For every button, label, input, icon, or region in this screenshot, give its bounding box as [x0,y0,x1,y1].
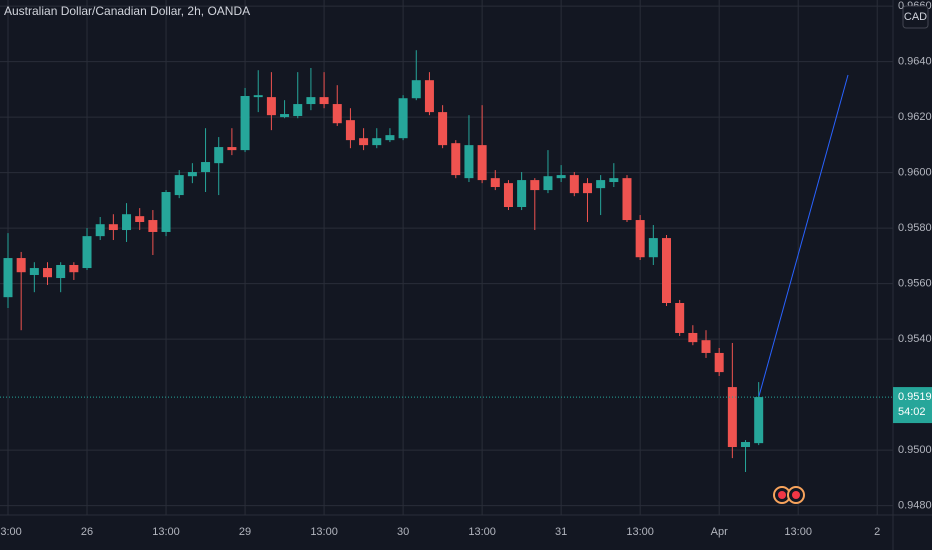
candle-body [464,145,474,179]
candle-body [253,95,263,98]
candle-body [635,220,645,258]
x-tick-label: Apr [711,526,728,538]
candle-body [688,332,698,343]
candle-body [424,80,434,113]
candle-body [517,180,527,207]
candle-body [411,80,421,99]
candle-body [359,138,369,146]
x-tick-label: 13:00 [310,526,338,538]
event-icon-dot [778,491,786,499]
chart-title: Australian Dollar/Canadian Dollar, 2h, O… [4,4,250,18]
candle-body [3,258,13,298]
candle-body [398,98,408,139]
candle-body [609,178,619,183]
candle-body [82,236,92,269]
candle-body [596,180,606,189]
candle-body [451,143,461,176]
currency-box[interactable] [902,5,929,29]
candle-body [714,352,724,373]
candle-body [122,214,132,231]
candle-body [741,442,751,448]
candle-body [345,120,355,141]
candle-body [240,96,250,151]
candle-body [530,180,540,191]
countdown-label: 54:02 [898,406,926,418]
candle-body [201,162,211,173]
x-tick-label: 29 [239,526,251,538]
candle-body [569,175,579,194]
x-tick-label: 13:00 [0,526,22,538]
candle-body [622,178,632,221]
candle-body [332,104,342,124]
x-tick-label: 13:00 [626,526,654,538]
candle-body [477,145,487,181]
candle-body [43,268,53,278]
candle-body [280,114,290,118]
candle-body [438,112,448,146]
candle-body [754,397,764,444]
candle-body [662,238,671,304]
candle-body [148,220,158,232]
candle-body [319,97,329,105]
candle-body [385,135,395,141]
x-tick-label: 13:00 [468,526,496,538]
x-tick-label: 13:00 [152,526,180,538]
candle-body [108,224,118,231]
candle-body [174,175,184,196]
candle-body [95,224,105,237]
x-tick-label: 31 [555,526,567,538]
candle-body [372,138,382,146]
x-tick-label: 26 [81,526,93,538]
candle-body [648,238,658,258]
candle-body [543,176,553,191]
candle-body [69,264,79,273]
candle-body [582,183,592,194]
x-tick-label: 2 [874,526,880,538]
candle-body [56,264,66,279]
candle-body [135,216,145,222]
event-icon-dot [792,491,800,499]
candle-body [266,97,276,116]
candle-body [227,147,237,151]
candle-body [187,172,197,177]
x-tick-label: 13:00 [784,526,812,538]
candle-body [556,175,566,179]
candle-body [701,340,711,353]
x-tick-label: 30 [397,526,409,538]
candle-body [675,303,685,333]
last-price-label: 0.95191 [898,391,932,403]
candle-body [306,97,316,105]
last-price-box [893,387,932,424]
trend-line [758,74,849,397]
event-icons[interactable] [773,486,805,504]
candle-body [293,104,303,116]
candle-body [16,258,26,273]
y-tick-label: 0.96400 [898,56,932,68]
currency-label: CAD [904,11,927,23]
candles [0,50,893,472]
candle-body [490,178,500,188]
candle-body [727,387,737,448]
candle-body [29,268,39,275]
candle-body [214,147,224,164]
candle-body [503,183,513,207]
candle-body [161,192,171,232]
